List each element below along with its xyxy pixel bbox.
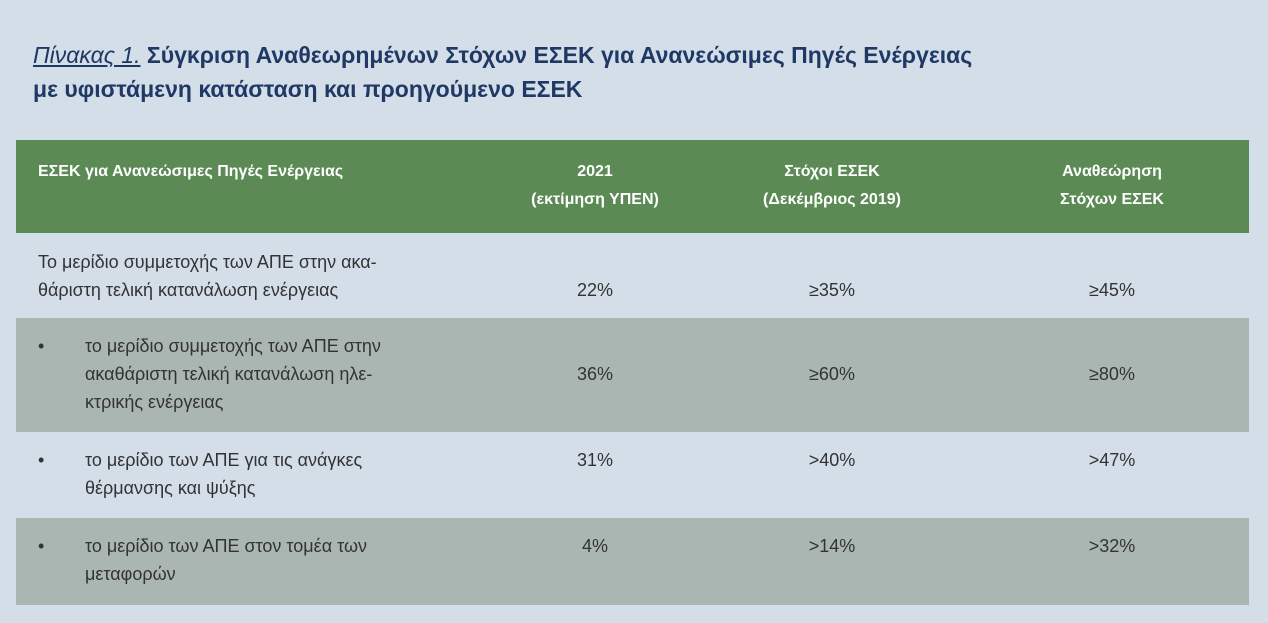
title-line: με υφιστάμενη κατάσταση και προηγούμενο … <box>33 76 583 102</box>
header-cell: ΕΣΕΚ για Ανανεώσιμες Πηγές Ενέργειας <box>38 163 344 180</box>
bullet: • <box>38 336 45 356</box>
header-cell: Στόχων ΕΣΕΚ <box>1060 191 1164 208</box>
row-band <box>16 318 1249 432</box>
row-label: το μερίδιο των ΑΠΕ στον τομέα των <box>85 536 368 556</box>
header-row <box>16 140 1249 233</box>
cell-value: ≥35% <box>809 280 855 300</box>
bullet: • <box>38 536 45 556</box>
table-label: Πίνακας 1. <box>33 42 141 68</box>
row-label: το μερίδιο των ΑΠΕ για τις ανάγκες <box>85 450 363 470</box>
cell-value: >47% <box>1088 450 1136 470</box>
bullet: • <box>38 450 45 470</box>
cell-value: ≥60% <box>809 364 855 384</box>
row-label: θάριστη τελική κατανάλωση ενέργειας <box>38 280 339 300</box>
row-label: θέρμανσης και ψύξης <box>85 478 256 498</box>
cell-value: 36% <box>576 364 614 384</box>
header-cell: (εκτίμηση ΥΠΕΝ) <box>531 191 659 208</box>
cell-value: >40% <box>808 450 856 470</box>
cell-value: >14% <box>808 536 856 556</box>
cell-value: >32% <box>1088 536 1136 556</box>
header-cell: 2021 <box>577 163 613 180</box>
cell-value: 22% <box>576 280 614 300</box>
header-cell: (Δεκέμβριος 2019) <box>763 191 901 208</box>
row-label: το μερίδιο συμμετοχής των ΑΠΕ στην <box>85 336 381 356</box>
row-band <box>16 518 1249 605</box>
row-label: Το μερίδιο συμμετοχής των ΑΠΕ στην ακα- <box>38 252 377 272</box>
header-cell: Αναθεώρηση <box>1062 163 1162 180</box>
cell-value: 4% <box>581 536 608 556</box>
cell-value: 31% <box>576 450 614 470</box>
cell-value: ≥80% <box>1089 364 1135 384</box>
title-line: Πίνακας 1. Σύγκριση Αναθεωρημένων Στόχων… <box>33 40 972 70</box>
row-label: μεταφορών <box>85 564 176 584</box>
row-label: κτρικής ενέργειας <box>85 392 224 412</box>
cell-value: ≥45% <box>1089 280 1135 300</box>
title-text: Σύγκριση Αναθεωρημένων Στόχων ΕΣΕΚ για Α… <box>146 42 973 68</box>
row-label: ακαθάριστη τελική κατανάλωση ηλε- <box>85 364 373 384</box>
header-cell: Στόχοι ΕΣΕΚ <box>784 163 880 180</box>
